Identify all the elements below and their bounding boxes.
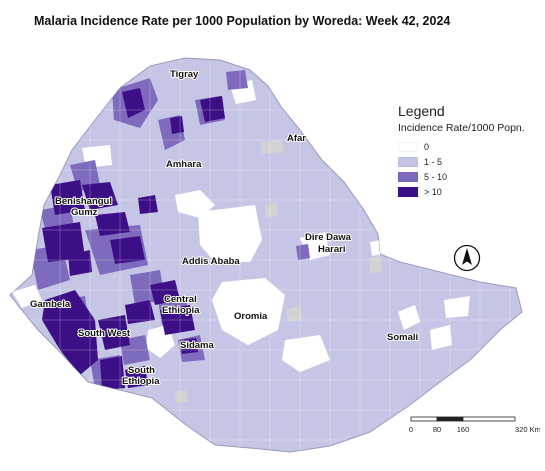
legend-label: 0 xyxy=(424,142,430,152)
label-oromia: Oromia xyxy=(234,311,268,322)
no-data-areas xyxy=(175,140,382,404)
label-gambela: Gambela xyxy=(30,299,71,310)
legend-label: > 10 xyxy=(424,187,442,197)
legend-swatch xyxy=(398,172,418,182)
legend-item: > 10 xyxy=(398,185,525,199)
label-addis-ababa: Addis Ababa xyxy=(182,256,240,267)
label-south-ethiopia-2: Ethiopia xyxy=(122,376,160,387)
legend-subtitle: Incidence Rate/1000 Popn. xyxy=(398,122,525,134)
scale-bar: 0 80 160 320 Kms xyxy=(409,416,540,434)
label-afar: Afar xyxy=(287,133,306,144)
legend-title: Legend xyxy=(398,103,445,119)
scale-tick-160: 160 xyxy=(457,425,470,434)
label-south-west: South West xyxy=(78,328,131,339)
label-dire-dawa: Dire Dawa xyxy=(305,232,352,243)
scale-tick-0: 0 xyxy=(409,425,413,434)
legend-label: 1 - 5 xyxy=(424,157,443,167)
label-south-ethiopia-1: South xyxy=(128,365,155,376)
legend-item: 5 - 10 xyxy=(398,170,525,184)
label-benishangul-1: Benishangul xyxy=(55,196,112,207)
legend-item: 0 xyxy=(398,140,525,154)
legend-swatch xyxy=(398,157,418,167)
label-benishangul-2: Gumz xyxy=(71,207,98,218)
legend-label: 5 - 10 xyxy=(424,172,448,182)
map-title: Malaria Incidence Rate per 1000 Populati… xyxy=(34,14,451,28)
legend-classes: 0 1 - 5 5 - 10 > 10 xyxy=(398,140,525,199)
label-somali: Somali xyxy=(387,332,418,343)
legend-swatch xyxy=(398,142,418,152)
label-sidama: Sidama xyxy=(180,340,215,351)
legend-item: 1 - 5 xyxy=(398,155,525,169)
region-labels: Tigray Afar Amhara Benishangul Gumz Addi… xyxy=(29,68,419,388)
incidence-over-10-areas xyxy=(42,88,225,390)
scale-tick-320: 320 Kms xyxy=(515,425,540,434)
label-central-2: Ethiopia xyxy=(162,305,200,316)
scale-tick-80: 80 xyxy=(433,425,441,434)
label-tigray: Tigray xyxy=(170,69,199,80)
label-central-1: Central xyxy=(164,294,197,305)
label-amhara: Amhara xyxy=(166,159,202,170)
label-harari: Harari xyxy=(318,244,345,255)
north-arrow-icon xyxy=(453,244,481,272)
legend: Legend Incidence Rate/1000 Popn. 0 1 - 5 5… xyxy=(398,103,525,200)
legend-swatch xyxy=(398,187,418,197)
